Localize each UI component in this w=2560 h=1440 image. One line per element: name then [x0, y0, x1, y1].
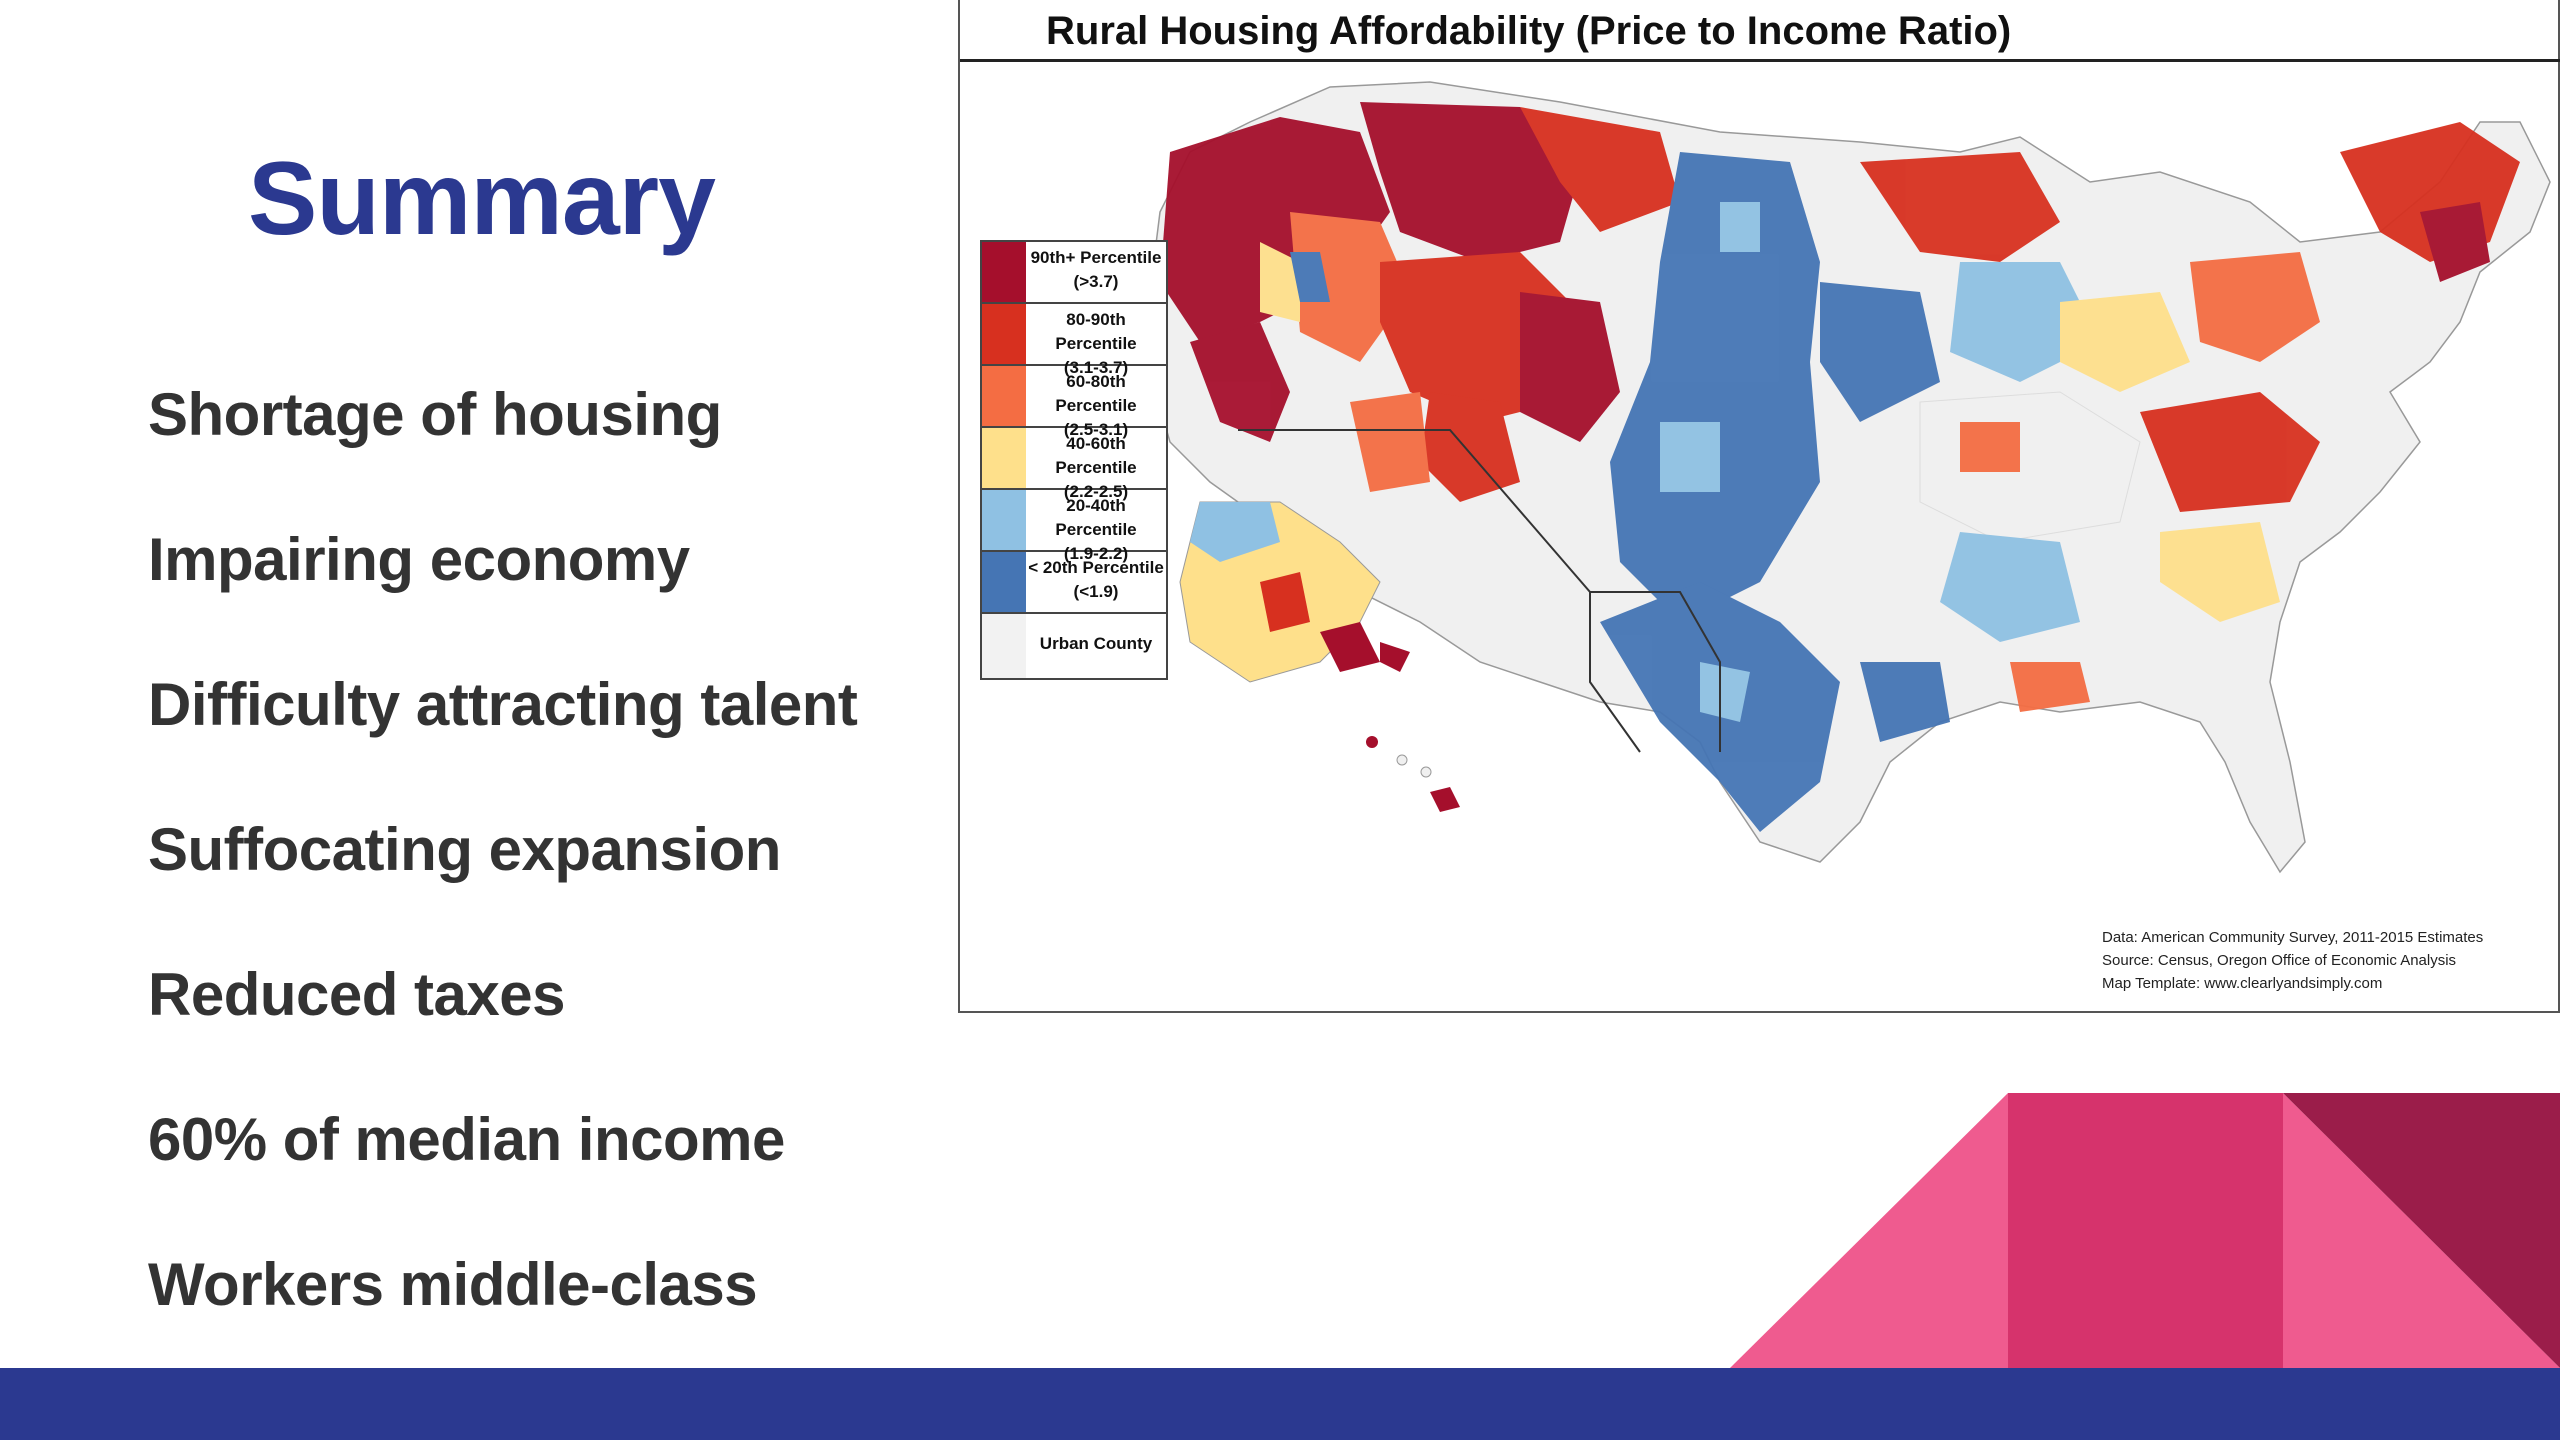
deco-block-mid [2008, 1093, 2283, 1368]
legend-label: < 20th Percentile [1028, 558, 1164, 577]
bullet-item: Workers middle-class [148, 1251, 758, 1318]
map-figure: Rural Housing Affordability (Price to In… [958, 0, 2560, 1013]
deco-triangle-light [1730, 1093, 2008, 1368]
map-title-text: Rural Housing Affordability (Price to In… [1046, 9, 2012, 53]
bullet-item: Reduced taxes [148, 961, 566, 1028]
legend-label: 40-60th Percentile [1055, 434, 1137, 477]
legend-item: 40-60th Percentile (2.2-2.5) [982, 428, 1166, 501]
legend-item: Urban County [982, 614, 1166, 678]
legend-range: (>3.7) [1073, 272, 1119, 291]
legend-item: < 20th Percentile (<1.9) [982, 552, 1166, 614]
map-title: Rural Housing Affordability (Price to In… [960, 0, 2560, 62]
legend-swatch [982, 552, 1026, 612]
legend-item: 80-90th Percentile (3.1-3.7) [982, 304, 1166, 377]
alaska-inset [1179, 501, 1410, 683]
slide-title: Summary [248, 141, 716, 257]
legend-item: 60-80th Percentile (2.5-3.1) [982, 366, 1166, 439]
legend-range: (1.9-2.2) [1063, 544, 1129, 563]
legend-item: 20-40th Percentile (1.9-2.2) [982, 490, 1166, 563]
legend-label: 80-90th Percentile [1055, 310, 1137, 353]
source-line: Data: American Community Survey, 2011-20… [2102, 929, 2484, 946]
legend-swatch [982, 428, 1026, 488]
legend-item: 90th+ Percentile (>3.7) [982, 242, 1166, 304]
legend-label: Urban County [1039, 634, 1153, 653]
source-line: Source: Census, Oregon Office of Economi… [2102, 952, 2457, 969]
map-sources: Data: American Community Survey, 2011-20… [2102, 926, 2552, 995]
inset-boundary [1590, 591, 1721, 752]
legend-range: (3.1-3.7) [1063, 358, 1129, 377]
bullet-item: 60% of median income [148, 1106, 785, 1173]
hawaii-inset [1366, 736, 1460, 812]
us-county-map [1149, 81, 2551, 874]
legend-swatch [982, 242, 1026, 302]
legend-swatch [982, 490, 1026, 550]
legend-label: 20-40th Percentile [1055, 496, 1137, 539]
legend-range: (<1.9) [1073, 582, 1119, 601]
legend-swatch [982, 366, 1026, 426]
bullet-item: Difficulty attracting talent [148, 671, 858, 738]
source-line: Map Template: www.clearlyandsimply.com [2102, 975, 2383, 992]
bullet-item: Impairing economy [148, 526, 690, 593]
legend-label: 90th+ Percentile [1030, 248, 1162, 267]
bullet-list: Shortage of housing Impairing economy Di… [148, 370, 858, 1385]
bullet-item: Suffocating expansion [148, 816, 781, 883]
legend-swatch [982, 304, 1026, 364]
map-regions [1160, 102, 2520, 832]
legend-label: 60-80th Percentile [1055, 372, 1137, 415]
legend-range: (2.2-2.5) [1063, 482, 1129, 501]
legend-range: (2.5-3.1) [1063, 420, 1129, 439]
deco-triangle-dark [2283, 1093, 2560, 1368]
map-legend: 90th+ Percentile (>3.7) 80-90th Percentil… [980, 240, 1168, 680]
bottom-bar [0, 1368, 2560, 1440]
bullet-item: Shortage of housing [148, 381, 722, 448]
legend-swatch [982, 614, 1026, 678]
